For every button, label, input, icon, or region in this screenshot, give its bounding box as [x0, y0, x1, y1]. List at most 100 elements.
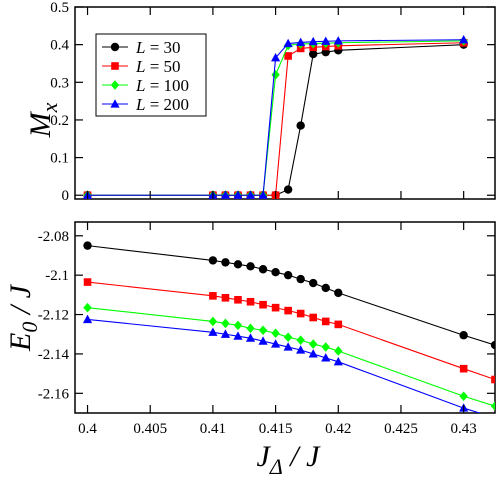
top-point-3-8: [296, 37, 306, 46]
top-ytick-label-5: 0.5: [50, 0, 69, 16]
bottom-plot-frame: [74, 221, 496, 414]
top-ytick-label-4: 0.4: [50, 38, 69, 54]
top-point-3-4: [245, 190, 256, 199]
top-point-3-7: [283, 38, 293, 48]
top-y-axis-title: Mx: [24, 102, 62, 138]
bottom-point-3-3: [233, 331, 243, 340]
bottom-point-2-6: [271, 328, 280, 339]
bottom-y-axis-title: E0 / J: [4, 283, 42, 352]
top-point-0-9: [309, 49, 318, 59]
bottom-point-1-12: [459, 364, 468, 373]
top-point-0-7: [283, 185, 293, 194]
xtick-label-0: 0.4: [78, 421, 97, 437]
bottom-point-1-9: [309, 313, 318, 322]
bottom-point-0-1: [208, 256, 218, 265]
bottom-point-2-4: [246, 323, 255, 334]
bottom-point-2-7: [283, 332, 293, 342]
top-ytick-label-3: 0.3: [50, 75, 69, 91]
xtick-label-3: 0.415: [259, 421, 293, 437]
bottom-point-3-9: [308, 349, 318, 358]
bottom-point-2-2: [221, 318, 230, 329]
bottom-point-3-7: [283, 342, 293, 351]
x-axis-title-tail: / J: [283, 440, 321, 473]
legend-marker-1: [111, 62, 119, 70]
xtick-label-6: 0.43: [451, 421, 477, 437]
top-point-3-5: [258, 190, 268, 199]
bottom-point-2-1: [208, 316, 218, 327]
bottom-point-3-8: [296, 345, 306, 354]
bottom-ytick-label-1: -2.1: [45, 268, 69, 284]
top-point-3-2: [220, 190, 231, 199]
bottom-point-2-0: [83, 302, 92, 313]
bottom-ytick-label-4: -2.16: [38, 386, 70, 402]
bottom-y-axis-title-sub: 0: [17, 322, 42, 333]
top-y-axis-title-sub: x: [37, 102, 62, 113]
top-y-axis-title-main: M: [24, 110, 57, 138]
bottom-point-2-13: [490, 401, 495, 411]
bottom-point-2-8: [296, 335, 305, 345]
top-point-3-9: [308, 36, 318, 46]
bottom-point-1-10: [321, 317, 330, 326]
bottom-chart-marks: [82, 241, 498, 421]
bottom-point-3-2: [220, 329, 231, 338]
bottom-point-3-1: [208, 327, 218, 336]
top-point-3-10: [321, 36, 331, 45]
bottom-ytick-label-3: -2.14: [38, 347, 70, 363]
xtick-label-1: 0.405: [133, 421, 167, 437]
top-point-1-7: [284, 52, 292, 60]
legend-marker-2: [110, 80, 120, 90]
bottom-point-1-8: [296, 309, 305, 318]
bottom-point-2-12: [459, 391, 468, 402]
bottom-point-1-11: [334, 320, 343, 329]
bottom-series-line-2: [87, 307, 495, 407]
bottom-y-ticks: -2.08 -2.1 -2.12 -2.14 -2.16: [38, 229, 495, 402]
bottom-point-3-4: [245, 333, 256, 342]
bottom-point-0-5: [258, 265, 268, 274]
legend-marker-3: [110, 99, 120, 108]
bottom-y-axis-title-tail: / J: [4, 283, 37, 321]
bottom-point-0-2: [221, 258, 230, 267]
top-point-3-11: [333, 36, 343, 45]
bottom-point-1-2: [221, 294, 230, 302]
legend-marker-0: [110, 42, 120, 52]
bottom-y-axis-title-main: E: [4, 333, 37, 352]
bottom-point-1-13: [491, 375, 495, 384]
x-axis-title-main: J: [257, 440, 272, 473]
top-ytick-label-1: 0.1: [50, 151, 69, 167]
bottom-point-2-9: [309, 339, 318, 349]
top-point-3-3: [233, 190, 243, 199]
bottom-point-1-0: [83, 278, 92, 286]
magnetization-panel: 0 0.1 0.2 0.3 0.4 0.5 Mx L = 30L = 50L = 100L…: [24, 0, 496, 204]
bottom-point-0-4: [246, 262, 255, 271]
bottom-series-line-3: [87, 318, 482, 413]
bottom-point-0-9: [309, 278, 318, 288]
bottom-point-1-6: [271, 303, 280, 312]
x-axis-title: JΔ / J: [257, 440, 322, 479]
bottom-series-line-0: [87, 245, 495, 346]
bottom-point-0-13: [490, 340, 495, 350]
x-axis-title-sub: Δ: [269, 454, 283, 479]
bottom-point-0-7: [283, 270, 293, 280]
xtick-label-4: 0.42: [325, 421, 351, 437]
bottom-x-ticks: 0.4 0.405 0.41 0.415 0.42 0.425 0.43: [78, 222, 477, 437]
bottom-point-0-11: [334, 288, 343, 298]
top-point-3-12: [459, 34, 469, 44]
bottom-point-1-1: [209, 292, 217, 300]
legend-label-1: L = 50: [135, 57, 181, 76]
bottom-point-3-6: [270, 339, 281, 348]
bottom-point-0-8: [296, 274, 305, 284]
bottom-point-2-3: [233, 320, 243, 331]
bottom-point-2-11: [334, 346, 343, 356]
xtick-label-2: 0.41: [200, 421, 226, 437]
bottom-series-line-1: [87, 281, 495, 381]
top-ytick-label-2: 0.2: [50, 113, 69, 129]
energy-panel: -2.08-2.1-2.12-2.14-2.16 0.4 0.405 0.41 0.4…: [4, 221, 498, 479]
bottom-point-3-5: [258, 336, 268, 345]
top-y-ticks: 0 0.1 0.2 0.3 0.4 0.5: [50, 0, 495, 204]
xtick-label-5: 0.425: [384, 421, 418, 437]
bottom-point-0-3: [233, 260, 243, 269]
bottom-point-0-6: [271, 268, 280, 277]
bottom-point-3-13: [490, 413, 498, 421]
